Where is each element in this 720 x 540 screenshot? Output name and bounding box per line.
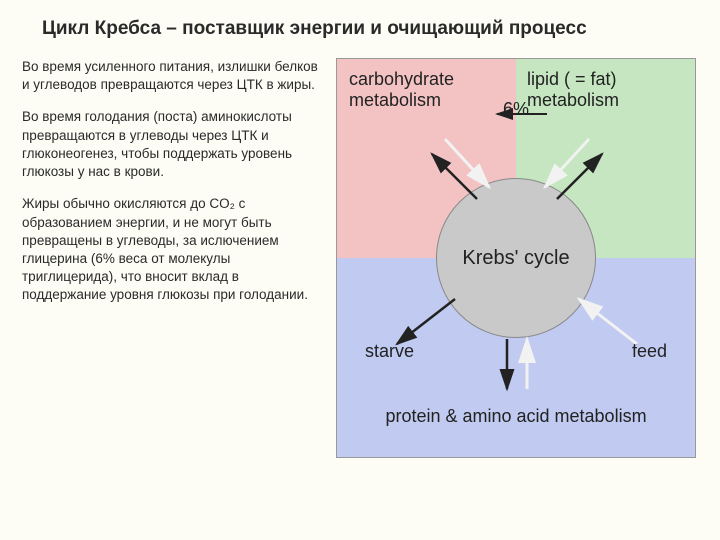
krebs-circle-wrap: Krebs' cycle — [436, 178, 596, 338]
description-column: Во время усиленного питания, излишки бел… — [22, 58, 322, 458]
para-1: Во время усиленного питания, излишки бел… — [22, 58, 322, 94]
label-protein: protein & amino acid metabolism — [337, 406, 695, 427]
krebs-circle-label: Krebs' cycle — [462, 247, 569, 270]
krebs-diagram: carbohydrate metabolism lipid ( = fat) m… — [336, 58, 696, 458]
para-3: Жиры обычно окисляются до CO₂ с образова… — [22, 195, 322, 304]
label-starve: starve — [365, 341, 414, 362]
para-2: Во время голодания (поста) аминокислоты … — [22, 108, 322, 181]
label-carb: carbohydrate metabolism — [349, 69, 509, 110]
label-six-percent: 6% — [503, 99, 529, 120]
krebs-circle: Krebs' cycle — [436, 178, 596, 338]
label-feed: feed — [632, 341, 667, 362]
label-lipid: lipid ( = fat) metabolism — [527, 69, 687, 110]
content-row: Во время усиленного питания, излишки бел… — [22, 58, 698, 458]
page-title: Цикл Кребса – поставщик энергии и очищаю… — [22, 18, 698, 40]
